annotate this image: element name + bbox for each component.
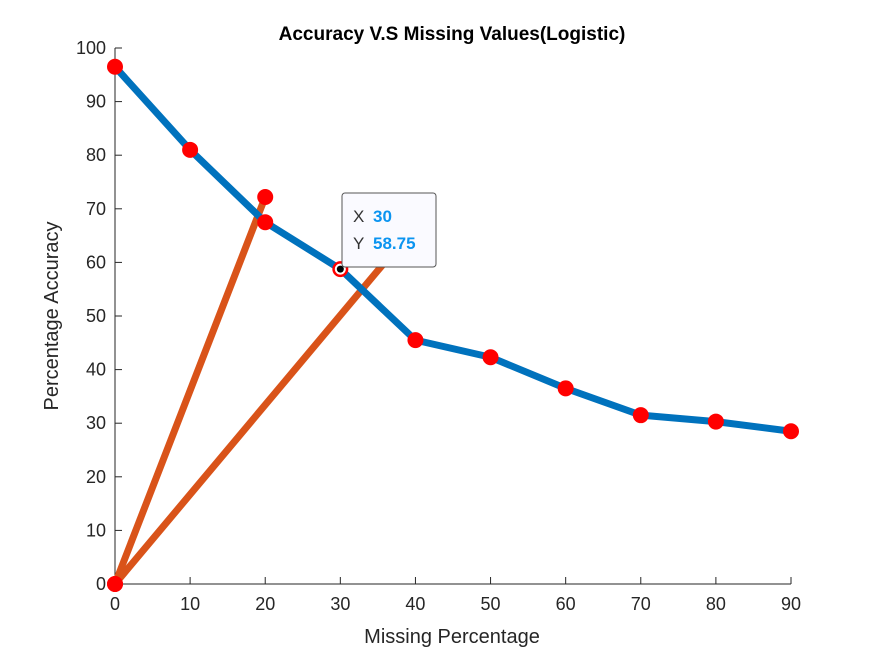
x-tick-label: 70: [631, 594, 651, 614]
x-tick-label: 50: [481, 594, 501, 614]
data-point[interactable]: [182, 141, 199, 158]
chart-title: Accuracy V.S Missing Values(Logistic): [279, 24, 626, 45]
data-point[interactable]: [482, 349, 499, 366]
y-tick-label: 90: [86, 92, 106, 112]
data-point[interactable]: [707, 413, 724, 430]
x-tick-label: 30: [330, 594, 350, 614]
data-point[interactable]: [107, 576, 123, 592]
datatip[interactable]: X 30 Y 58.75: [332, 192, 437, 277]
datatip-box[interactable]: [341, 192, 437, 268]
plot-area[interactable]: [107, 58, 799, 592]
y-tick-label: 70: [86, 199, 106, 219]
x-tick-label: 80: [706, 594, 726, 614]
x-tick-label: 20: [255, 594, 275, 614]
datatip-y-value: 58.75: [373, 234, 416, 253]
y-tick-label: 20: [86, 467, 106, 487]
data-point[interactable]: [783, 423, 799, 440]
y-tick-label: 30: [86, 413, 106, 433]
axes: 0 10 20 30 40 50 60 70 80 90 0 10 20 30 40 50 60 70 80 90 10…: [76, 38, 801, 614]
datatip-x-key: X: [353, 207, 364, 226]
y-tick-label: 60: [86, 252, 106, 272]
series-line-1[interactable]: [112, 64, 792, 435]
y-tick-label: 80: [86, 145, 106, 165]
x-tick-label: 10: [180, 594, 200, 614]
x-tick-label: 60: [556, 594, 576, 614]
data-point[interactable]: [557, 380, 574, 397]
y-axis-label: Percentage Accuracy: [41, 222, 63, 411]
data-point[interactable]: [632, 407, 649, 424]
y-tick-label: 40: [86, 360, 106, 380]
y-tick-label: 50: [86, 306, 106, 326]
y-tick-label: 0: [96, 574, 106, 594]
series-line-3[interactable]: [112, 252, 395, 587]
x-tick-label: 90: [781, 594, 801, 614]
data-point[interactable]: [257, 189, 274, 206]
series-line-2[interactable]: [111, 195, 269, 586]
x-axis-label: Missing Percentage: [364, 626, 540, 648]
data-point[interactable]: [407, 332, 424, 349]
data-point[interactable]: [107, 58, 123, 75]
datatip-x-value: 30: [373, 207, 392, 226]
y-tick-label: 10: [86, 520, 106, 540]
x-tick-label: 40: [405, 594, 425, 614]
datatip-dot: [336, 265, 344, 273]
data-point[interactable]: [257, 214, 274, 231]
y-tick-label: 100: [76, 38, 106, 58]
x-tick-label: 0: [110, 594, 120, 614]
datatip-y-key: Y: [353, 234, 364, 253]
